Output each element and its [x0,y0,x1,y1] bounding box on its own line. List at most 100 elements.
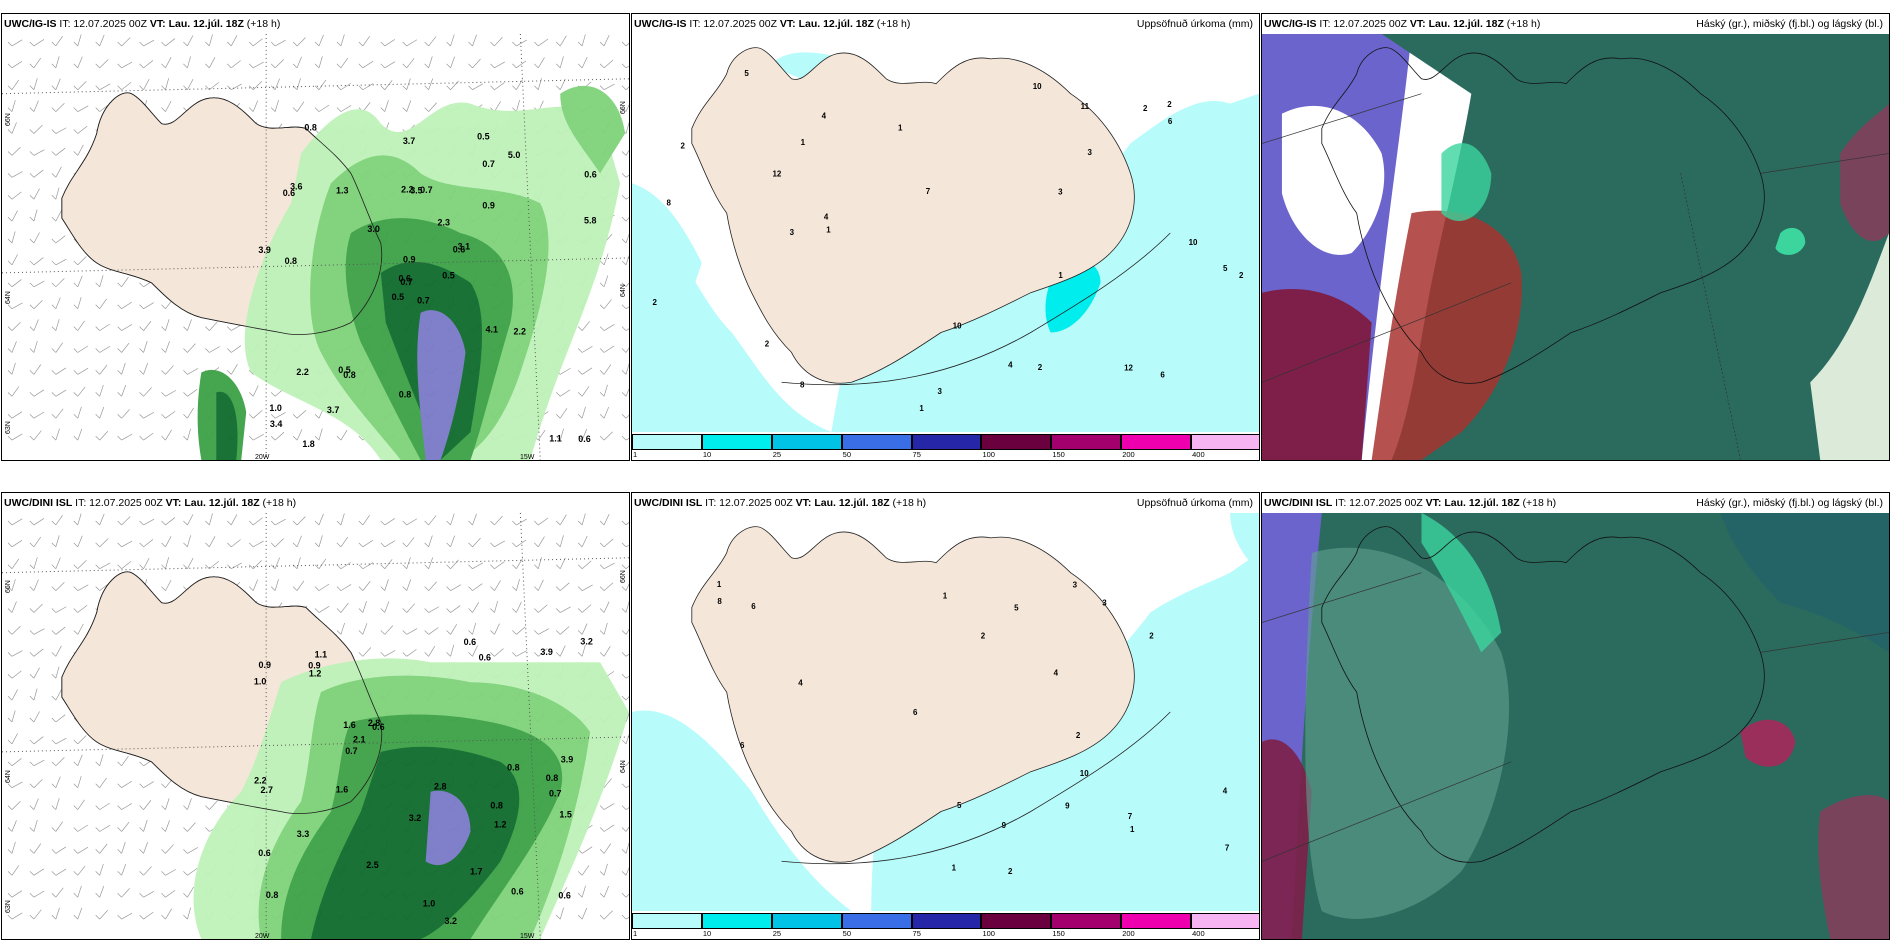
wind-barb [33,868,45,876]
wind-barb-tick [161,41,166,47]
wind-barb-tick [248,435,254,441]
wind-barb [121,301,132,310]
wind-barb-tick [599,435,605,441]
wind-barb [625,174,629,178]
wind-barb [209,321,218,331]
wind-barb-tick [139,392,144,397]
wind-barb-tick [139,348,144,353]
wind-barb-tick [621,107,627,112]
wind-barb [11,579,16,591]
wind-barb [472,537,481,548]
map-area [1262,513,1889,939]
wind-barb-tick [599,348,605,353]
wind-barb [33,890,45,898]
wind-barb [406,649,417,657]
wind-barb-tick [73,370,79,375]
precip-value-label: 1.6 [336,784,348,794]
wind-barb [230,35,238,47]
wind-barb [77,885,82,898]
wind-barb [603,803,615,810]
wind-barb-tick [555,630,561,635]
wind-barb-tick [161,348,166,353]
wind-barb [625,86,629,90]
wind-barb [99,384,104,397]
wind-barb-tick [227,520,232,526]
wind-barb [340,82,352,91]
wind-barb [11,433,23,441]
wind-barb [33,319,39,331]
wind-barb [384,579,389,591]
colorbar-tick-label: 100 [982,929,995,938]
wind-barb [165,365,174,375]
wind-barb [231,562,242,570]
wind-barb-tick [29,695,35,701]
precip-value-label: 4 [1054,668,1059,677]
wind-barb [603,253,609,266]
wind-barb-tick [402,107,407,112]
wind-barb-tick [161,370,166,375]
wind-barb [603,431,613,441]
wind-barb-tick [29,739,35,745]
wind-barb-tick [29,542,35,548]
wind-barb-tick [446,63,451,69]
wind-barb [77,144,84,156]
wind-barb [55,582,65,591]
wind-barb [187,798,192,810]
wind-barb [362,623,368,635]
wind-barb [143,302,154,310]
wind-barb [99,275,104,287]
precip-value-label: 2 [1008,867,1013,876]
wind-barb-tick [161,914,166,920]
wind-barb [428,515,437,526]
precip-value-label: 1 [919,404,924,413]
wind-barb [494,36,503,47]
wind-barb [428,102,437,112]
wind-barb-tick [29,435,35,441]
wind-barb [625,733,629,745]
wind-barb-tick [73,85,79,90]
wind-barb-tick [402,63,407,69]
colorbar-tick-label: 1 [633,929,638,938]
wind-barb [428,581,437,591]
wind-barb-tick [139,282,144,288]
wind-barb [99,298,107,309]
wind-barb [494,515,503,526]
wind-barb-tick [7,392,13,397]
precip-value-label: 1.6 [343,720,355,730]
wind-barb [55,868,67,876]
wind-barb [55,187,60,200]
wind-barb [33,57,42,69]
wind-barb-tick [205,348,210,353]
wind-barb-tick [29,914,35,920]
precip-value-label: 0.7 [482,159,494,169]
precip-value-label: 1.3 [336,186,348,196]
wind-barb-tick [248,41,254,47]
wind-barb-tick [555,564,561,569]
wind-barb-tick [555,586,561,591]
wind-barb [77,105,89,112]
colorbar: 1 10 25 50 75 100 150 200 400 [632,911,1259,939]
wind-barb [77,865,86,876]
precip-value-label: 2.5 [366,860,378,870]
wind-barb [165,889,176,898]
wind-barb [406,557,411,569]
wind-barb-tick [183,827,188,832]
wind-barb-tick [621,85,627,90]
colorbar-swatch [632,913,702,929]
precip-value-label: 3.9 [540,647,552,657]
wind-barb-tick [621,630,627,635]
wind-barb-tick [117,520,122,526]
precip-value-label: 0.6 [479,652,491,662]
wind-barb-tick [621,173,627,178]
wind-barb [625,363,629,375]
wind-barb-tick [29,761,35,767]
wind-barb-tick [139,564,144,569]
wind-barb [384,540,396,548]
wind-barb-tick [117,282,122,288]
wind-barb-tick [534,520,539,526]
wind-barb-tick [621,739,627,745]
wind-barb-tick [205,41,210,47]
panel-header: UWC/IG-IS IT: 12.07.2025 00Z VT: Lau. 12… [632,14,1259,34]
wind-barb-tick [424,586,429,591]
wind-barb-tick [51,871,57,876]
